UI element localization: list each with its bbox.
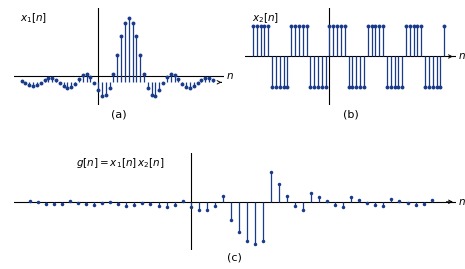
- Text: $n$: $n$: [458, 197, 465, 207]
- Text: (b): (b): [343, 110, 359, 120]
- Text: $g[n]=x_1[n]\,x_2[n]$: $g[n]=x_1[n]\,x_2[n]$: [76, 156, 164, 170]
- Text: $x_1[n]$: $x_1[n]$: [20, 11, 47, 25]
- Text: $n$: $n$: [458, 51, 465, 62]
- Text: (a): (a): [111, 110, 127, 120]
- Text: (c): (c): [227, 252, 242, 262]
- Text: $x_2[n]$: $x_2[n]$: [252, 11, 279, 25]
- Text: $n$: $n$: [226, 71, 234, 81]
